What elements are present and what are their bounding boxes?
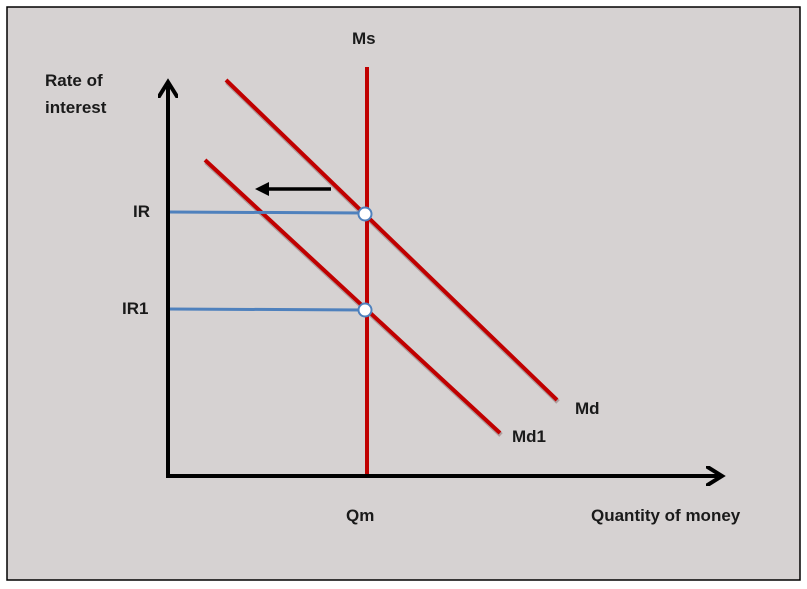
ir-label: IR [133, 202, 150, 221]
md-label: Md [575, 399, 600, 418]
md1-label: Md1 [512, 427, 546, 446]
y-axis-label: Rate of interest [45, 71, 107, 117]
ms-label: Ms [352, 29, 376, 48]
equilibrium-point [357, 302, 373, 318]
ir1-label: IR1 [122, 299, 149, 318]
md-curve [224, 78, 559, 402]
ir-line [167, 210, 366, 215]
background-panel [6, 6, 801, 581]
x-axis-label: Quantity of money [591, 506, 741, 525]
md1-curve [203, 158, 502, 435]
qm-label: Qm [346, 506, 375, 525]
ir1-line [167, 307, 366, 312]
equilibrium-point [357, 206, 373, 222]
